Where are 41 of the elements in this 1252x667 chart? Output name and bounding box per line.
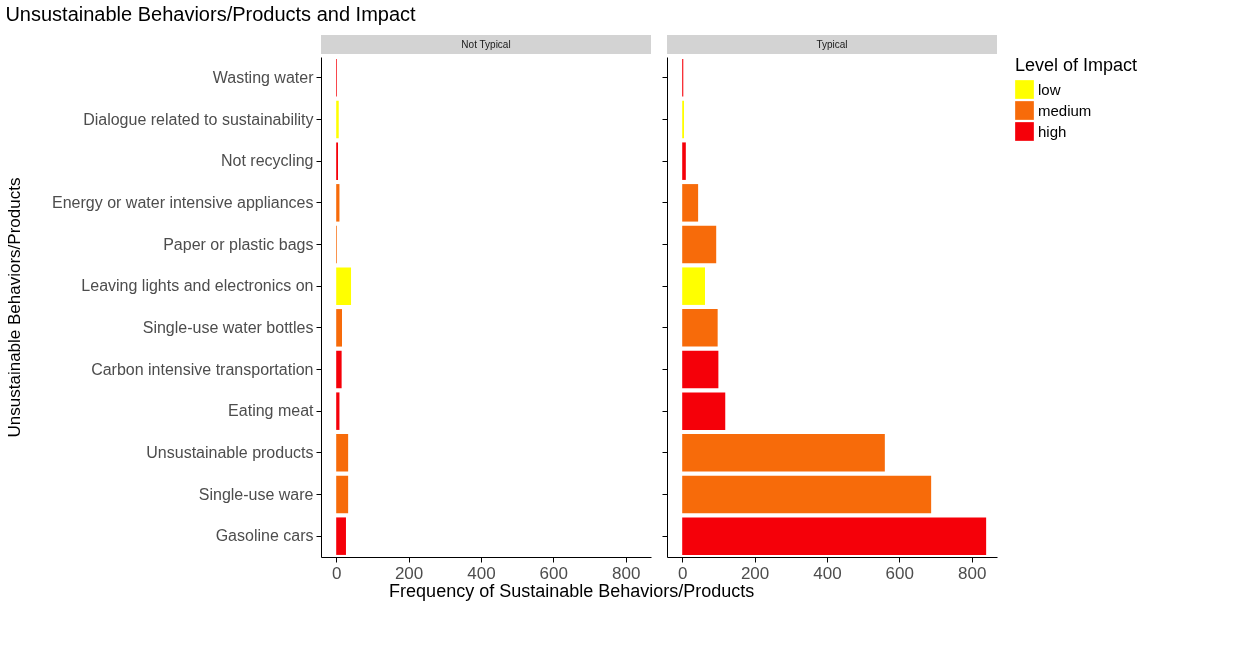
y-tick-label: Not recycling: [221, 152, 314, 170]
y-tick-label: Single-use ware: [198, 485, 314, 503]
chart-subtitle: Not Typical: [461, 39, 511, 50]
x-axis-title: Frequency of Sustainable Behaviors/Products: [389, 581, 755, 601]
x-tick-label: 200: [394, 563, 424, 583]
chart-title: Unsustainable Behaviors/Products and Impact: [5, 3, 417, 25]
y-tick-label: Dialogue related to sustainability: [83, 110, 314, 128]
y-tick-label: Gasoline cars: [215, 527, 314, 545]
bar: [682, 475, 932, 514]
y-tick-label: Energy or water intensive appliances: [52, 193, 314, 211]
bar: [682, 309, 718, 347]
legend-label: high: [1038, 122, 1067, 140]
x-tick-label: 600: [885, 563, 914, 583]
y-tick-label: Leaving lights and electronics on: [81, 277, 314, 295]
legend-label: medium: [1038, 101, 1092, 119]
x-tick-label: 800: [611, 563, 641, 583]
bar: [682, 392, 726, 430]
x-tick-label: 600: [539, 563, 568, 583]
y-tick-label: Carbon intensive transportation: [91, 360, 314, 378]
legend-title: Level of Impact: [1015, 55, 1138, 75]
y-tick-label: Single-use water bottles: [142, 318, 314, 336]
bar: [682, 142, 686, 180]
y-tick-label: Paper or plastic bags: [163, 235, 314, 253]
bar: [682, 434, 885, 472]
x-tick-label: 400: [467, 563, 496, 583]
y-axis-title: Unsustainable Behaviors/Products: [4, 177, 24, 438]
legend-label: low: [1038, 80, 1061, 98]
bar: [682, 184, 699, 222]
x-tick-label: 0: [677, 563, 688, 583]
x-tick-label: 400: [813, 563, 842, 583]
bar: [682, 267, 705, 305]
y-tick-label: Unsustainable products: [146, 443, 314, 461]
y-tick-label: Wasting water: [212, 68, 315, 86]
x-tick-label: 0: [331, 563, 342, 583]
bar: [682, 350, 719, 389]
y-tick-label: Eating meat: [228, 402, 315, 420]
chart-subtitle: Typical: [816, 39, 848, 50]
bar: [682, 517, 987, 555]
bar: [682, 225, 717, 264]
x-tick-label: 800: [957, 563, 987, 583]
x-tick-label: 200: [740, 563, 770, 583]
